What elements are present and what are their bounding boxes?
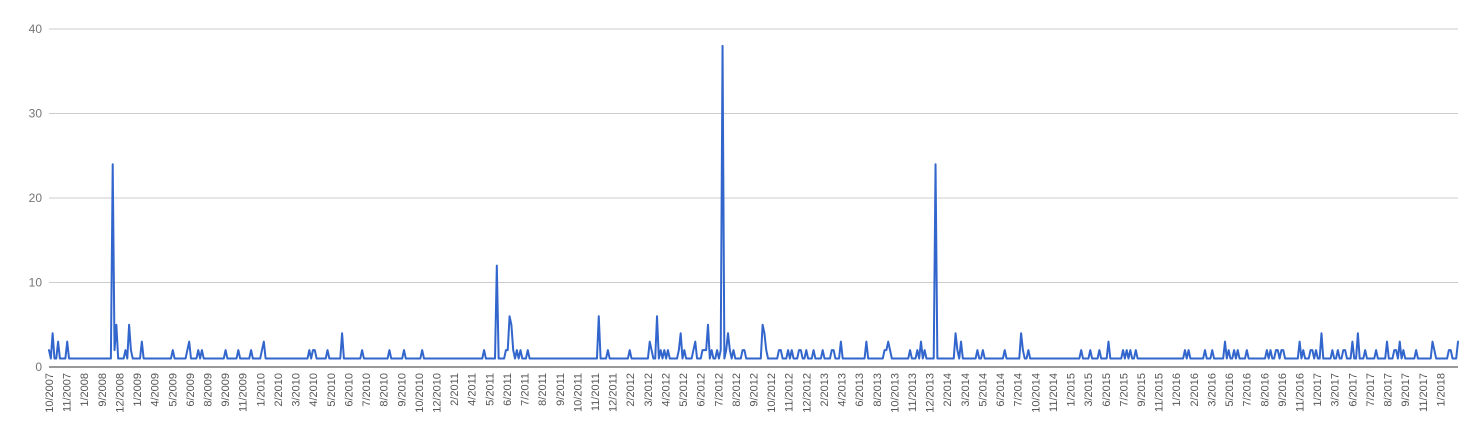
x-tick-label: 8/2017 [1383,373,1395,407]
x-tick-label: 7/2014 [1013,373,1025,407]
x-tick-label: 6/2015 [1101,373,1113,407]
y-tick-label: 20 [29,191,43,205]
x-tick-label: 3/2014 [960,373,972,407]
y-axis-ticks: 0 10 20 30 40 [29,22,43,374]
x-tick-label: 11/2014 [1048,373,1060,412]
x-tick-label: 5/2014 [977,373,989,407]
x-tick-label: 6/2011 [502,373,514,406]
x-tick-label: 7/2011 [520,373,532,406]
x-tick-label: 1/2016 [1171,373,1183,407]
x-tick-label: 11/2011 [590,373,602,411]
x-tick-label: 5/2012 [678,373,690,407]
x-tick-label: 8/2016 [1259,373,1271,407]
x-tick-label: 11/2009 [238,373,250,412]
x-tick-label: 9/2010 [396,373,408,407]
x-tick-label: 6/2013 [854,373,866,407]
x-tick-label: 3/2012 [643,373,655,407]
x-tick-label: 11/2013 [907,373,919,412]
x-tick-label: 8/2013 [872,373,884,407]
x-tick-label: 10/2014 [1030,373,1042,413]
x-tick-label: 4/2011 [467,373,479,406]
x-tick-label: 11/2007 [62,373,74,412]
x-tick-label: 11/2016 [1294,373,1306,412]
x-tick-label: 4/2012 [660,373,672,407]
x-tick-label: 8/2009 [203,373,215,407]
x-tick-label: 11/2015 [1154,373,1166,412]
x-tick-label: 7/2010 [361,373,373,407]
x-tick-label: 6/2017 [1347,373,1359,407]
x-tick-label: 8/2012 [731,373,743,407]
x-tick-label: 5/2011 [484,373,496,406]
x-tick-label: 12/2011 [608,373,620,412]
x-tick-label: 1/2009 [132,373,144,407]
x-tick-label: 12/2008 [114,373,126,413]
x-tick-label: 7/2012 [713,373,725,407]
x-tick-label: 8/2011 [537,373,549,406]
x-tick-label: 10/2011 [572,373,584,412]
x-tick-label: 2/2012 [625,373,637,407]
x-tick-label: 6/2014 [995,373,1007,407]
x-tick-label: 9/2012 [749,373,761,407]
x-tick-label: 1/2017 [1312,373,1324,407]
x-tick-label: 6/2009 [185,373,197,407]
x-tick-label: 5/2010 [326,373,338,407]
x-tick-label: 2/2011 [449,373,461,406]
x-tick-label: 3/2016 [1206,373,1218,407]
x-tick-label: 11/2012 [784,373,796,412]
x-tick-label: 7/2015 [1118,373,1130,407]
x-tick-label: 2/2010 [273,373,285,407]
x-tick-label: 12/2010 [431,373,443,413]
x-tick-label: 2/2014 [942,373,954,407]
x-tick-label: 12/2013 [925,373,937,413]
x-tick-label: 5/2009 [167,373,179,407]
x-tick-label: 1/2010 [255,373,267,407]
y-tick-label: 10 [29,276,43,290]
x-tick-label: 4/2010 [308,373,320,407]
gridlines [49,28,1458,283]
x-tick-label: 4/2013 [837,373,849,407]
x-tick-label: 7/2017 [1365,373,1377,407]
x-tick-label: 1/2018 [1435,373,1447,407]
x-tick-label: 9/2011 [555,373,567,406]
y-tick-label: 40 [29,22,43,36]
x-tick-label: 9/2009 [220,373,232,407]
x-tick-label: 1/2008 [79,373,91,407]
x-tick-label: 12/2012 [801,373,813,413]
x-tick-label: 10/2013 [889,373,901,413]
x-tick-label: 9/2015 [1136,373,1148,407]
x-tick-label: 10/2010 [414,373,426,413]
x-axis-ticks: 10/2007 11/2007 1/2008 9/2008 12/2008 1/2009 4… [44,373,1447,413]
x-tick-label: 10/2012 [766,373,778,413]
x-tick-label: 6/2012 [696,373,708,407]
x-tick-label: 5/2016 [1224,373,1236,407]
y-tick-label: 0 [35,360,42,374]
x-tick-label: 9/2008 [97,373,109,407]
x-tick-label: 1/2015 [1066,373,1078,407]
x-tick-label: 2/2016 [1189,373,1201,407]
series-line [48,44,1459,360]
x-tick-label: 3/2015 [1083,373,1095,407]
x-tick-label: 3/2017 [1330,373,1342,407]
x-tick-label: 8/2010 [379,373,391,407]
x-tick-label: 9/2016 [1277,373,1289,407]
x-tick-label: 9/2017 [1400,373,1412,407]
x-tick-label: 7/2016 [1242,373,1254,407]
x-tick-label: 6/2010 [343,373,355,407]
x-tick-label: 10/2007 [44,373,56,413]
x-tick-label: 11/2017 [1418,373,1430,412]
x-tick-label: 3/2010 [291,373,303,407]
x-tick-label: 2/2013 [819,373,831,407]
y-tick-label: 30 [29,107,43,121]
series-layer [48,44,1459,360]
x-tick-label: 4/2009 [150,373,162,407]
